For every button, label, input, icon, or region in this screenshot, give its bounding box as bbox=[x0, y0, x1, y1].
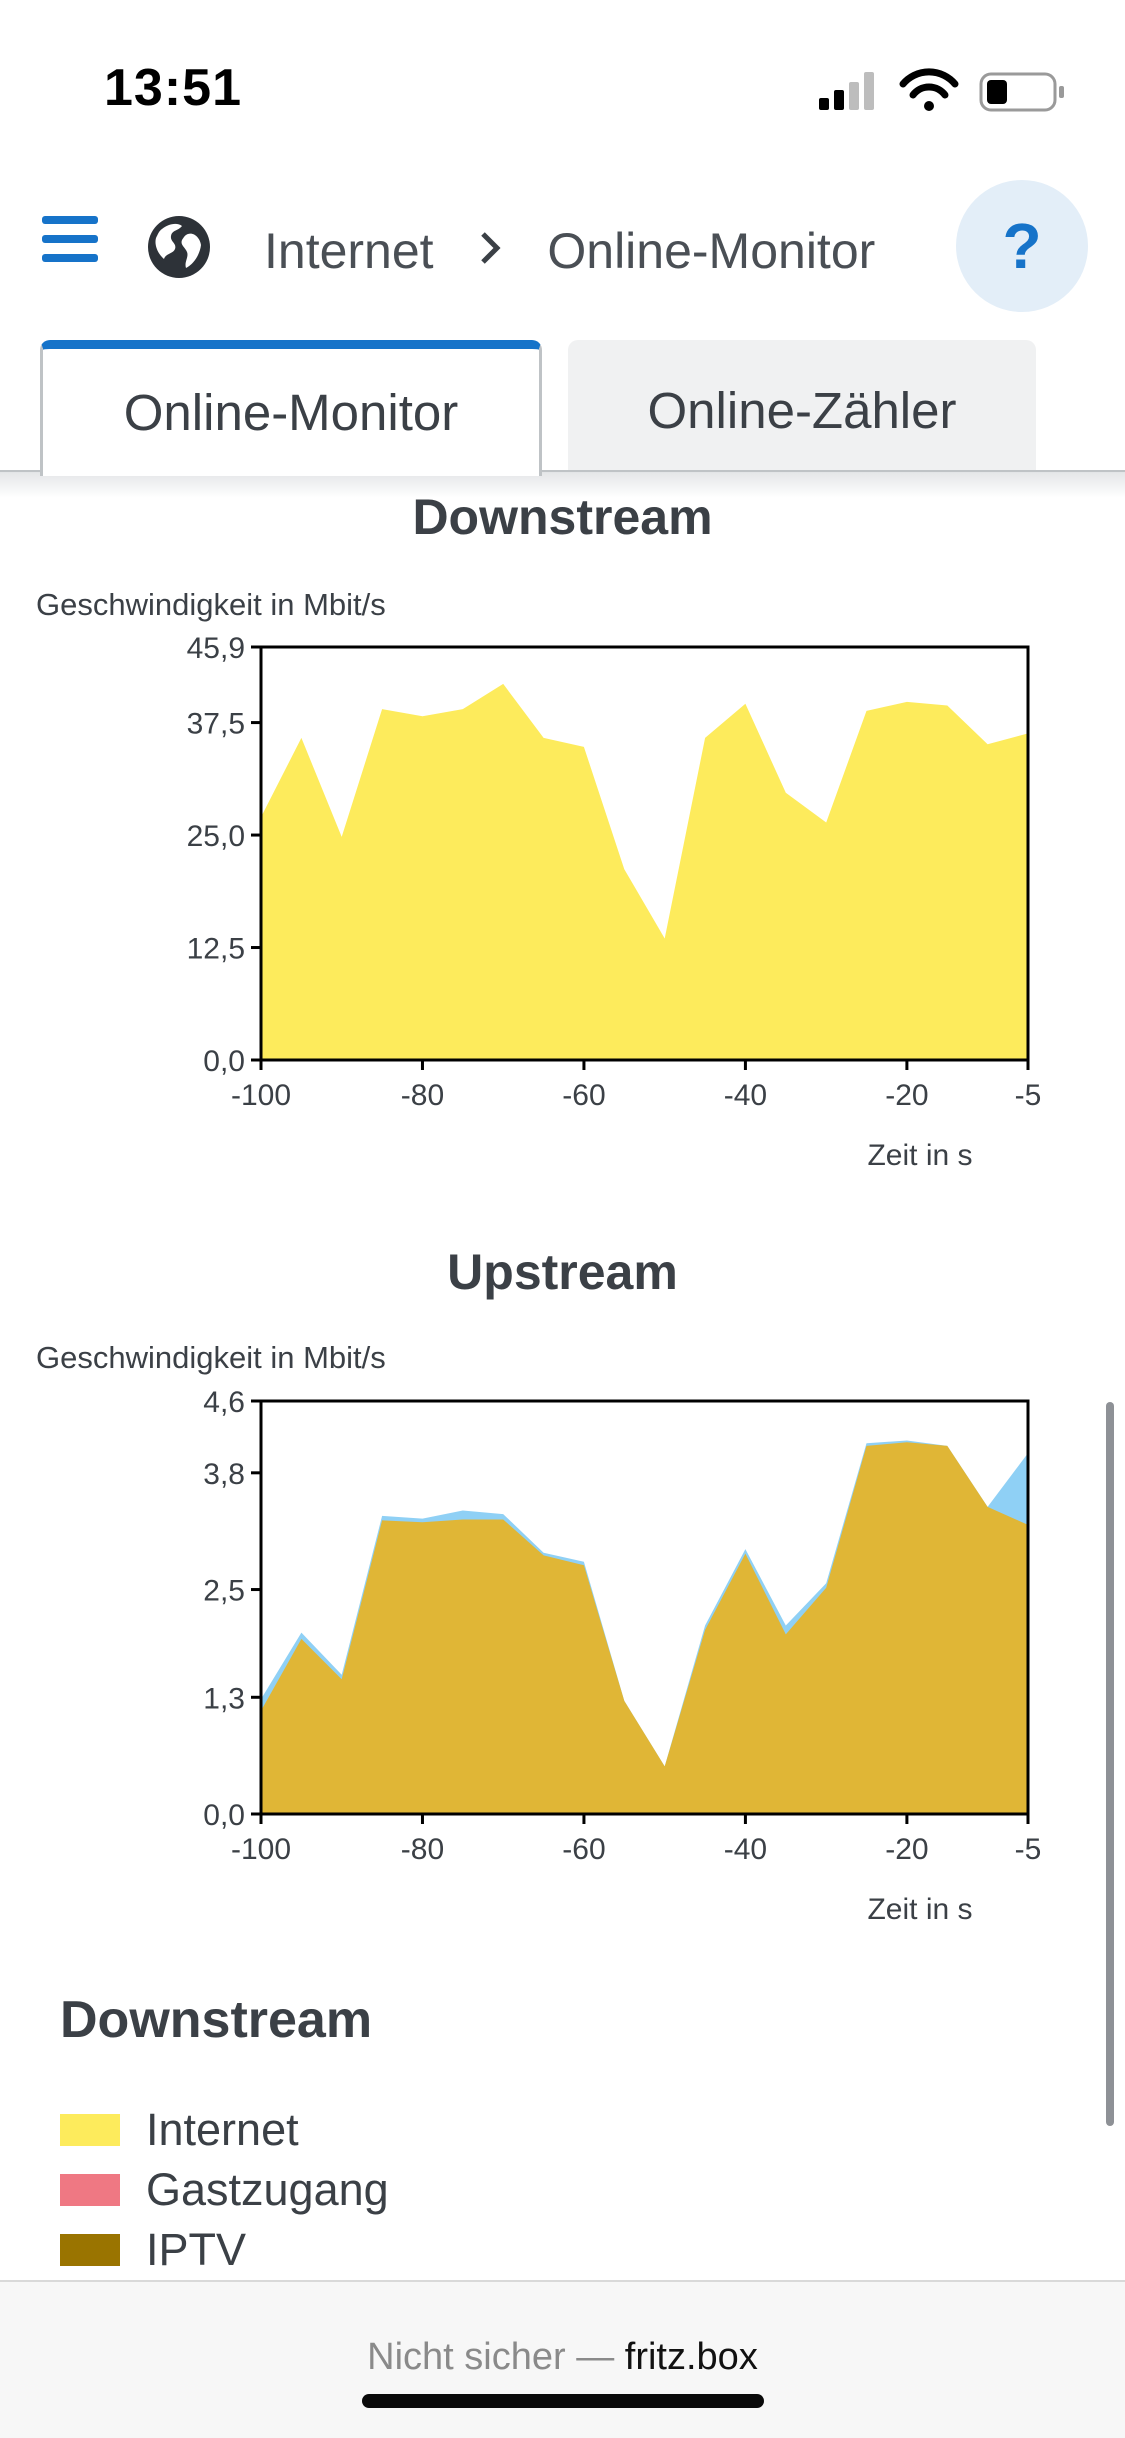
downstream-x-tick-label: -100 bbox=[231, 1079, 291, 1112]
home-indicator[interactable] bbox=[362, 2394, 764, 2408]
status-time: 13:51 bbox=[104, 59, 242, 117]
upstream-chart-title: Upstream bbox=[447, 1244, 678, 1300]
upstream-y-tick-label: 0,0 bbox=[203, 1799, 245, 1832]
chevron-right-icon bbox=[481, 232, 502, 264]
breadcrumb: Internet Online-Monitor bbox=[264, 222, 875, 280]
url-display[interactable]: Nicht sicher — fritz.box bbox=[0, 2336, 1125, 2379]
downstream-x-tick-label: -60 bbox=[562, 1079, 605, 1112]
upstream-y-tick-label: 1,3 bbox=[203, 1682, 245, 1715]
legend-swatch-internet bbox=[60, 2114, 120, 2147]
upstream-x-tick-label: -5 bbox=[1015, 1833, 1042, 1866]
menu-icon[interactable] bbox=[42, 216, 98, 266]
legend-item-gastzugang: Gastzugang bbox=[60, 2164, 389, 2216]
downstream-y-tick-label: 45,9 bbox=[187, 632, 245, 665]
upstream-x-axis-label: Zeit in s bbox=[867, 1893, 972, 1926]
downstream-x-tick-label: -5 bbox=[1015, 1079, 1042, 1112]
downstream-x-axis-label: Zeit in s bbox=[867, 1139, 972, 1172]
downstream-chart-title: Downstream bbox=[412, 489, 713, 545]
status-bar: 13:51 bbox=[0, 0, 1125, 150]
url-domain: fritz.box bbox=[624, 2336, 758, 2378]
legend-item-internet: Internet bbox=[60, 2104, 299, 2156]
tab-online-monitor[interactable]: Online-Monitor bbox=[40, 340, 542, 476]
browser-address-bar[interactable]: Nicht sicher — fritz.box bbox=[0, 2280, 1125, 2438]
downstream-x-tick-label: -20 bbox=[885, 1079, 928, 1112]
legend-item-iptv: IPTV bbox=[60, 2224, 246, 2276]
downstream-y-axis-label: Geschwindigkeit in Mbit/s bbox=[36, 587, 386, 622]
tab-bar: Online-Monitor Online-Zähler bbox=[0, 340, 1125, 476]
security-label: Nicht sicher — bbox=[367, 2336, 625, 2378]
help-button[interactable]: ? bbox=[956, 180, 1088, 312]
scrollbar[interactable] bbox=[1106, 1402, 1114, 2126]
downstream-x-tick-label: -80 bbox=[401, 1079, 444, 1112]
upstream-x-tick-label: -60 bbox=[562, 1833, 605, 1866]
downstream-x-tick-label: -40 bbox=[724, 1079, 767, 1112]
tab-divider bbox=[0, 470, 1125, 473]
upstream-chart: 0,0 1,3 2,5 3,8 4,6 -100 -80 -60 -40 -20 -5 Zeit in… bbox=[203, 1386, 1042, 1926]
upstream-x-tick-label: -40 bbox=[724, 1833, 767, 1866]
legend-label: IPTV bbox=[146, 2224, 247, 2275]
downstream-area-internet bbox=[261, 683, 1028, 1060]
legend-swatch-gastzugang bbox=[60, 2174, 120, 2207]
breadcrumb-internet[interactable]: Internet bbox=[264, 223, 434, 279]
upstream-x-tick-label: -20 bbox=[885, 1833, 928, 1866]
downstream-y-tick-label: 12,5 bbox=[187, 933, 245, 966]
globe-icon bbox=[148, 216, 210, 278]
legend-label: Gastzugang bbox=[146, 2164, 389, 2215]
wifi-icon bbox=[899, 68, 959, 111]
downstream-y-tick-label: 37,5 bbox=[187, 708, 245, 741]
downstream-y-tick-label: 25,0 bbox=[187, 820, 245, 853]
upstream-x-tick-label: -100 bbox=[231, 1833, 291, 1866]
legend-title: Downstream bbox=[60, 1991, 373, 2049]
downstream-chart: 0,0 12,5 25,0 37,5 45,9 -100 -80 -60 -40 -20 -5 Zei… bbox=[187, 632, 1042, 1172]
legend-label: Internet bbox=[146, 2104, 299, 2155]
upstream-x-tick-label: -80 bbox=[401, 1833, 444, 1866]
upstream-area-iptv bbox=[261, 1442, 1028, 1814]
header-shadow bbox=[0, 472, 1125, 498]
app-header: Internet Online-Monitor ? bbox=[0, 170, 1125, 330]
upstream-y-tick-label: 4,6 bbox=[203, 1386, 245, 1419]
upstream-y-tick-label: 2,5 bbox=[203, 1575, 245, 1608]
upstream-plot-frame bbox=[259, 1399, 1030, 1816]
downstream-y-tick-label: 0,0 bbox=[203, 1045, 245, 1078]
upstream-y-axis-label: Geschwindigkeit in Mbit/s bbox=[36, 1340, 386, 1375]
legend-swatch-iptv bbox=[60, 2234, 120, 2267]
upstream-y-tick-label: 3,8 bbox=[203, 1458, 245, 1491]
status-icons bbox=[819, 68, 1064, 112]
battery-icon bbox=[979, 72, 1064, 112]
signal-icon bbox=[819, 72, 874, 110]
downstream-plot-frame bbox=[259, 645, 1030, 1062]
tab-online-zaehler[interactable]: Online-Zähler bbox=[568, 340, 1036, 470]
breadcrumb-online-monitor: Online-Monitor bbox=[547, 223, 876, 279]
